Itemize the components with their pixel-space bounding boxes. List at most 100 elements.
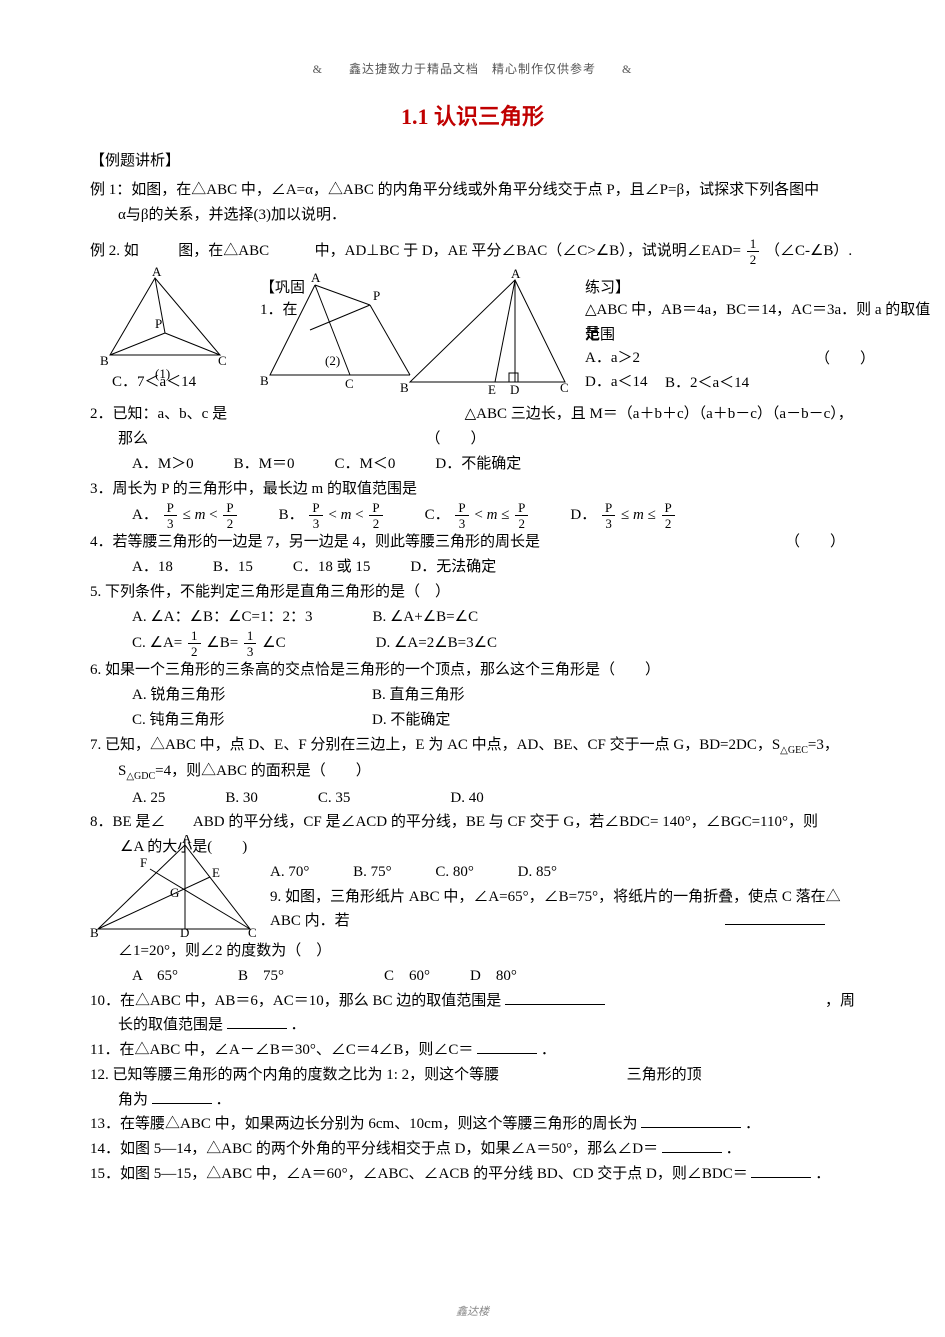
fig1-C: C	[218, 353, 227, 368]
q7-b2: =4，则△ABC 的面积是（ ）	[155, 763, 371, 779]
q10-period: ．	[291, 1017, 306, 1033]
q9-c: ∠1=20°，则∠2 的度数为（ ）	[90, 939, 855, 964]
q3A-n2: P	[223, 501, 236, 516]
ex1-line1: 例 1：如图，在△ABC 中，∠A=α，△ABC 的内角平分线或外角平分线交于点…	[90, 182, 819, 198]
fig2-B: B	[260, 373, 269, 388]
q3C-n2: P	[515, 501, 528, 516]
q6-optD: D. 不能确定	[372, 708, 450, 733]
ex2-c: 中，AD⊥BC 于 D，AE 平分∠BAC（∠C>∠B），试说明∠EAD=	[315, 243, 741, 259]
q3B-d2: 2	[369, 516, 382, 530]
q5C-n1: 1	[188, 629, 201, 644]
frac-half-icon: 1 2	[747, 237, 760, 266]
fig2-label: (2)	[325, 353, 340, 368]
q1-a: 1．在	[260, 298, 298, 323]
q13-period: ．	[745, 1116, 760, 1132]
q9-optC: C 60°	[384, 964, 430, 989]
figure-3: A B C E D	[400, 270, 580, 395]
q7-optA: A. 25	[132, 786, 165, 811]
q3A-n1: P	[164, 501, 177, 516]
fig8-B: B	[90, 925, 99, 939]
q6-optA: A. 锐角三角形	[132, 683, 332, 708]
q1-optC: C．7＜a＜14	[112, 370, 196, 395]
q9-optB: B 75°	[238, 964, 284, 989]
q5C-n2: 1	[244, 629, 257, 644]
question-7: 7. 已知，△ABC 中，点 D、E、F 分别在三边上，E 为 AC 中点，AD…	[90, 733, 855, 786]
q12-a: 12. 已知等腰三角形的两个内角的度数之比为 1: 2，则这个等腰	[90, 1067, 499, 1083]
q7-a: 7. 已知，△ABC 中，点 D、E、F 分别在三边上，E 为 AC 中点，AD…	[90, 737, 780, 753]
q7-sub1: △GEC	[780, 745, 808, 756]
q2-c: 那么	[90, 431, 148, 447]
q6-opts-2: C. 钝角三角形 D. 不能确定	[90, 708, 855, 733]
q9-b: ABC 内．若	[270, 913, 350, 929]
q3-optC: C． P3 < m ≤ P2	[425, 501, 531, 530]
q3D-d1: 3	[602, 516, 615, 530]
fig2-P: P	[373, 288, 380, 303]
q13-blank	[641, 1112, 741, 1128]
q3C-pre: C．	[425, 507, 450, 523]
q14-period: ．	[726, 1141, 741, 1157]
q5-opts-2: C. ∠A= 12 ∠B= 13 ∠C D. ∠A=2∠B=3∠C	[90, 629, 855, 658]
q2-paren: （ ）	[426, 431, 486, 447]
q3D-d2: 2	[662, 516, 675, 530]
fig8-D: D	[180, 925, 189, 939]
fig3-B: B	[400, 380, 409, 395]
q5-optD: D. ∠A=2∠B=3∠C	[376, 631, 497, 656]
q13-text: 13．在等腰△ABC 中，如果两边长分别为 6cm、10cm，则这个等腰三角形的…	[90, 1116, 638, 1132]
q15-period: ．	[815, 1166, 830, 1182]
q2-optB: B．M＝0	[234, 452, 295, 477]
fig3-E: E	[488, 382, 496, 397]
fig3-D: D	[510, 382, 519, 397]
q10-b: ，周	[825, 989, 855, 1014]
question-13: 13．在等腰△ABC 中，如果两边长分别为 6cm、10cm，则这个等腰三角形的…	[90, 1112, 855, 1137]
q3A-d1: 3	[164, 516, 177, 530]
question-8: 8．BE 是∠ ABD 的平分线，CF 是∠ACD 的平分线，BE 与 CF 交…	[90, 810, 855, 835]
fig3-A: A	[511, 266, 521, 281]
q3-optD: D． P3 ≤ m ≤ P2	[570, 501, 676, 530]
q9-a: 9. 如图，三角形纸片 ABC 中，∠A=65°，∠B=75°，将纸片的一角折叠…	[270, 889, 841, 905]
question-2: 2．已知：a、b、c 是 △ABC 三边长，且 M＝（a＋b＋c）（a＋b－c）…	[90, 402, 855, 452]
q1-optB: B．2＜a＜14	[665, 375, 749, 391]
fig8-G: G	[170, 885, 179, 900]
q9-optA: A 65°	[132, 964, 178, 989]
q7-opts: A. 25 B. 30 C. 35 D. 40	[90, 786, 855, 811]
example-2: 例 2. 如 图，在△ABC 中，AD⊥BC 于 D，AE 平分∠BAC（∠C>…	[90, 237, 855, 266]
fig1-P: P	[155, 316, 162, 331]
q5-opts-1: A. ∠A：∠B：∠C=1：2：3 B. ∠A+∠B=∠C	[90, 605, 855, 630]
figure-1: A B C P (1)	[100, 270, 240, 380]
q10-c: 长的取值范围是	[90, 1017, 223, 1033]
q6-optC: C. 钝角三角形	[132, 708, 332, 733]
q8-a: 8．BE 是∠	[90, 814, 165, 830]
q4-text: 4．若等腰三角形的一边是 7，另一边是 4，则此等腰三角形的周长是	[90, 534, 540, 550]
q7-a2: =3，	[808, 737, 839, 753]
q7-optB: B. 30	[225, 786, 258, 811]
q3B-n1: P	[309, 501, 322, 516]
q10-a: 10．在△ABC 中，AB＝6，AC＝10，那么 BC 边的取值范围是	[90, 993, 501, 1009]
frac-num: 1	[747, 237, 760, 252]
q8-c: ∠A	[120, 839, 143, 855]
q5C-post: ∠C	[262, 635, 285, 651]
q8-optD: D. 85°	[518, 864, 557, 880]
q3-optB: B． P3 < m < P2	[279, 501, 385, 530]
q4-optB: B．15	[213, 555, 253, 580]
fig8-C: C	[248, 925, 257, 939]
q4-optC: C．18 或 15	[293, 555, 371, 580]
fig1-B: B	[100, 353, 109, 368]
q8-optB: B. 75°	[353, 864, 392, 880]
q9-optD: D 80°	[470, 964, 517, 989]
q1-optD: D．a＜14	[585, 370, 648, 395]
question-14: 14．如图 5—14，△ABC 的两个外角的平分线相交于点 D，如果∠A＝50°…	[90, 1137, 855, 1162]
header-note: & 鑫达捷致力于精品文档 精心制作仅供参考 &	[90, 60, 855, 77]
q3D-n1: P	[602, 501, 615, 516]
q3B-n2: P	[369, 501, 382, 516]
q14-blank	[662, 1137, 722, 1153]
q5-optB: B. ∠A+∠B=∠C	[372, 605, 478, 630]
q3-opts: A． P3 ≤ m < P2 B． P3 < m < P2 C． P3 < m …	[90, 501, 855, 530]
question-6: 6. 如果一个三角形的三条高的交点恰是三角形的一个顶点，那么这个三角形是（ ）	[90, 658, 855, 683]
q5-optA: A. ∠A：∠B：∠C=1：2：3	[132, 605, 312, 630]
q3D-n2: P	[662, 501, 675, 516]
q7-optC: C. 35	[318, 786, 351, 811]
q3D-pre: D．	[570, 507, 596, 523]
q5-optC: C. ∠A= 12 ∠B= 13 ∠C	[132, 629, 286, 658]
q3C-d2: 2	[515, 516, 528, 530]
q8-optC: C. 80°	[435, 864, 474, 880]
